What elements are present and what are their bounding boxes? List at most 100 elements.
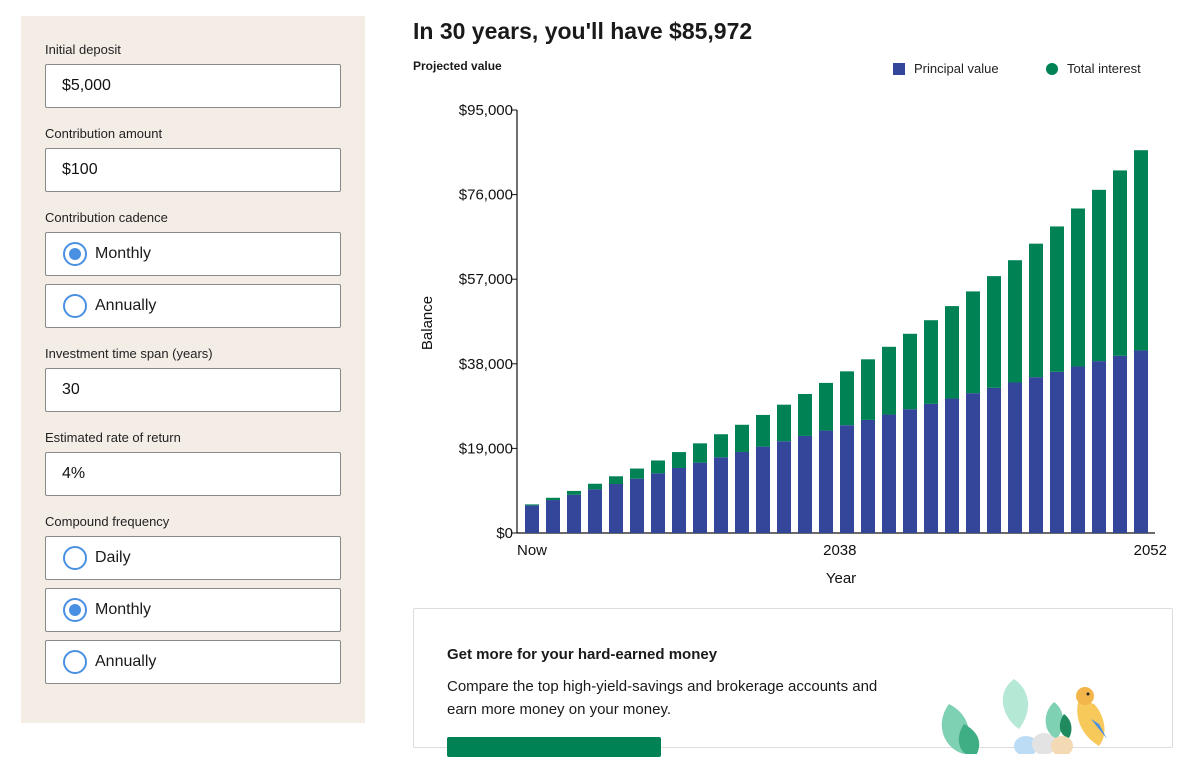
cadence-annually-radio[interactable]: Annually	[45, 284, 341, 328]
contribution-cadence-label: Contribution cadence	[45, 210, 168, 225]
bar-principal	[903, 409, 917, 533]
contribution-amount-label: Contribution amount	[45, 126, 163, 141]
bar-principal	[609, 484, 623, 533]
bar-interest	[525, 504, 539, 506]
initial-deposit-label: Initial deposit	[45, 42, 121, 57]
bar-interest	[1113, 170, 1127, 356]
compound-monthly-radio[interactable]: Monthly	[45, 588, 341, 632]
bar-interest	[1008, 260, 1022, 383]
x-tick-label: Now	[517, 542, 547, 559]
bar-interest	[546, 497, 560, 501]
calculator-form: Initial deposit $5,000 Contribution amou…	[21, 16, 365, 723]
promo-button[interactable]	[447, 737, 661, 757]
square-icon	[893, 62, 905, 75]
bar-interest	[672, 452, 686, 468]
contribution-amount-input[interactable]: $100	[45, 148, 341, 192]
bar-interest	[1092, 189, 1106, 362]
promo-title: Get more for your hard-earned money	[447, 646, 718, 663]
bar-principal	[882, 414, 896, 533]
bar-interest	[651, 460, 665, 474]
bar-principal	[1071, 366, 1085, 533]
bar-principal	[840, 425, 854, 533]
bar-interest	[798, 394, 812, 436]
headline: In 30 years, you'll have $85,972	[413, 18, 753, 44]
bar-interest	[756, 414, 770, 447]
legend-principal: Principal value	[893, 61, 999, 76]
bar-interest	[840, 371, 854, 426]
bar-interest	[609, 476, 623, 485]
bar-principal	[1092, 361, 1106, 533]
bar-principal	[966, 393, 980, 533]
bar-principal	[987, 387, 1001, 533]
bar-principal	[525, 505, 539, 533]
y-tick-label: $95,000	[459, 102, 513, 119]
time-span-input[interactable]: 30	[45, 368, 341, 412]
bar-principal	[777, 441, 791, 533]
bar-principal	[924, 403, 938, 533]
bar-interest	[945, 306, 959, 399]
radio-label: Annually	[95, 297, 157, 314]
rate-label: Estimated rate of return	[45, 430, 181, 445]
bar-principal	[651, 473, 665, 533]
bar-principal	[546, 500, 560, 533]
compound-frequency-label: Compound frequency	[45, 514, 170, 529]
chart-title: Projected value	[413, 59, 502, 73]
cadence-monthly-radio[interactable]: Monthly	[45, 232, 341, 276]
bar-principal	[1113, 355, 1127, 533]
bar-interest	[567, 490, 581, 495]
bar-interest	[777, 404, 791, 442]
radio-unchecked-icon	[63, 294, 87, 318]
bar-principal	[672, 467, 686, 533]
bar-principal	[861, 419, 875, 533]
bar-interest	[588, 483, 602, 490]
bar-interest	[987, 276, 1001, 388]
y-tick-label: $0	[496, 525, 513, 542]
bar-principal	[798, 435, 812, 533]
radio-label: Annually	[95, 653, 157, 670]
y-tick-label: $38,000	[459, 356, 513, 373]
bar-principal	[1134, 350, 1148, 533]
bird-nest-illustration	[941, 679, 1107, 754]
radio-checked-icon	[63, 598, 87, 622]
bar-principal	[693, 462, 707, 533]
radio-checked-icon	[63, 242, 87, 266]
circle-icon	[1046, 62, 1058, 75]
bar-principal	[1008, 382, 1022, 533]
initial-deposit-input[interactable]: $5,000	[45, 64, 341, 108]
promo-body: Compare the top high-yield-savings and b…	[447, 678, 878, 718]
bar-interest	[1050, 226, 1064, 372]
bar-principal	[945, 398, 959, 533]
bar-interest	[966, 291, 980, 394]
radio-label: Monthly	[95, 601, 152, 618]
y-tick-label: $57,000	[459, 271, 513, 288]
compound-annually-radio[interactable]: Annually	[45, 640, 341, 684]
balance-chart: $0 $19,000 $38,000 $57,000 $76,000 $95,000 Now…	[419, 102, 1167, 587]
bar-interest	[861, 359, 875, 420]
legend-interest: Total interest	[1046, 61, 1141, 76]
bar-principal	[819, 430, 833, 533]
bar-interest	[1071, 208, 1085, 367]
y-axis-label: Balance	[419, 296, 436, 350]
bar-interest	[693, 443, 707, 463]
bar-interest	[714, 434, 728, 458]
legend-label: Total interest	[1067, 61, 1141, 76]
bar-interest	[630, 468, 644, 479]
bar-interest	[924, 320, 938, 404]
bar-principal	[588, 489, 602, 533]
time-span-label: Investment time span (years)	[45, 346, 213, 361]
radio-label: Daily	[95, 549, 131, 566]
bar-principal	[1029, 377, 1043, 533]
bar-principal	[756, 446, 770, 533]
y-tick-label: $76,000	[459, 187, 513, 204]
compound-daily-radio[interactable]: Daily	[45, 536, 341, 580]
legend-label: Principal value	[914, 61, 999, 76]
bar-principal	[630, 478, 644, 533]
bar-interest	[819, 382, 833, 431]
bar-principal	[567, 494, 581, 533]
bar-interest	[1029, 243, 1043, 378]
x-axis-label: Year	[826, 570, 856, 587]
y-tick-label: $19,000	[459, 440, 513, 457]
radio-unchecked-icon	[63, 650, 87, 674]
bar-principal	[714, 457, 728, 533]
rate-input[interactable]: 4%	[45, 452, 341, 496]
